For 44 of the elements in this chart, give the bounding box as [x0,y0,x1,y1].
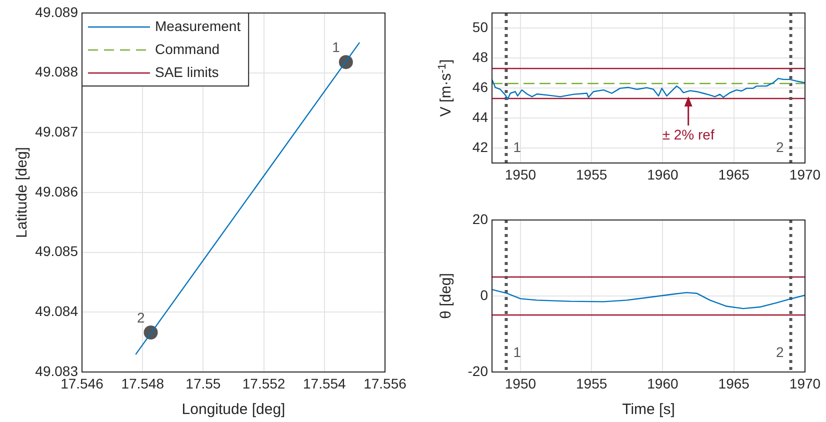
y-tick-label: -20 [468,362,488,379]
x-tick-label: 17.55 [186,375,221,392]
y-tick-label: 20 [472,210,488,227]
x-tick-label: 17.554 [302,375,346,392]
legend-label: SAE limits [155,64,219,80]
annotation: ± 2% ref [662,126,714,142]
y-tick-label: 0 [480,286,488,303]
annotation: 2 [776,138,784,155]
x-tick-label: 1950 [504,166,536,182]
y-axis-title: θ [deg] [438,273,455,319]
x-tick-label: 1970 [789,166,821,182]
y-tick-label: 49.086 [35,183,78,200]
y-axis-title: V [m·s-1] [436,59,455,117]
y-tick-label: 42 [472,138,488,155]
annotation: 1 [513,344,522,360]
x-tick-label: 17.556 [364,375,407,392]
y-tick-label: 44 [472,108,488,125]
legend-label: Measurement [155,18,241,34]
x-tick-label: 1950 [504,375,536,392]
annotation: 2 [136,309,145,326]
y-tick-label: 50 [472,18,488,35]
y-tick-label: 49.088 [35,64,78,80]
legend-label: Command [155,40,220,57]
x-axis-title: Longitude [deg] [182,401,286,418]
x-tick-label: 1960 [647,166,679,182]
x-tick-label: 1970 [789,375,821,392]
y-tick-label: 49.084 [35,303,78,320]
y-tick-label: 49.085 [35,243,78,260]
x-tick-label: 1965 [718,166,750,182]
annotation: 2 [776,344,784,360]
x-tick-label: 1960 [647,375,679,392]
y-tick-label: 49.089 [35,4,78,20]
y-axis-title: Latitude [deg] [14,147,31,238]
x-tick-label: 1965 [718,375,750,392]
y-tick-label: 49.087 [35,124,78,140]
annotation: 1 [513,138,522,155]
x-tick-label: 17.548 [121,375,164,392]
x-axis-title: Time [s] [622,401,675,418]
x-tick-label: 17.552 [242,375,286,392]
x-tick-label: 1955 [576,166,608,182]
y-tick-label: 48 [472,48,488,65]
y-tick-label: 46 [472,78,488,95]
annotation: 1 [332,38,340,55]
x-tick-label: 1955 [576,375,608,392]
